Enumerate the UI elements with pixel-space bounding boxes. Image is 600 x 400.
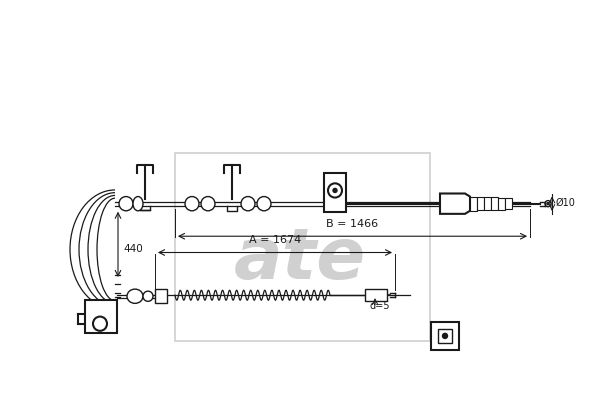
Text: 24.3727-3114.2    583114: 24.3727-3114.2 583114 xyxy=(120,11,480,35)
Text: Ø10: Ø10 xyxy=(556,198,576,208)
Ellipse shape xyxy=(201,196,215,211)
Ellipse shape xyxy=(127,289,143,303)
Text: 440: 440 xyxy=(123,244,143,254)
Bar xyxy=(470,196,477,211)
Ellipse shape xyxy=(257,196,271,211)
Bar xyxy=(431,322,459,350)
Text: B = 1466: B = 1466 xyxy=(326,219,379,229)
Circle shape xyxy=(443,333,448,338)
Bar xyxy=(491,198,498,210)
Bar xyxy=(438,329,452,343)
Circle shape xyxy=(547,203,549,205)
Polygon shape xyxy=(440,194,470,214)
Bar xyxy=(85,300,117,333)
Bar xyxy=(498,198,505,210)
Bar xyxy=(175,153,430,341)
Bar xyxy=(365,289,387,301)
Bar xyxy=(484,197,491,210)
Bar xyxy=(155,289,167,303)
Circle shape xyxy=(333,188,337,192)
Ellipse shape xyxy=(143,291,153,301)
Ellipse shape xyxy=(241,196,255,211)
Bar xyxy=(505,198,512,209)
Text: A = 1674: A = 1674 xyxy=(249,235,301,245)
Ellipse shape xyxy=(133,196,143,211)
Bar xyxy=(477,197,484,210)
Ellipse shape xyxy=(119,196,133,211)
Text: d=5: d=5 xyxy=(370,302,390,312)
Bar xyxy=(324,173,346,212)
Text: ate: ate xyxy=(234,225,366,294)
Ellipse shape xyxy=(185,196,199,211)
